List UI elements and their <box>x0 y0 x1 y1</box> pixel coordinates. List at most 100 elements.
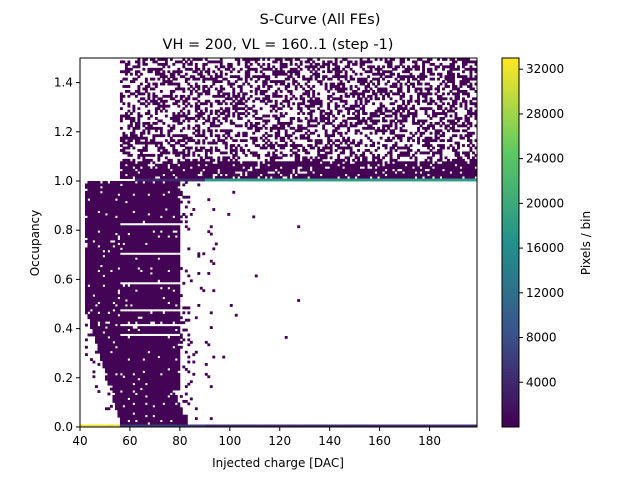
transition-cell <box>99 220 103 224</box>
noise-cell <box>464 163 468 167</box>
noise-cell <box>172 119 176 123</box>
noise-cell <box>212 163 216 167</box>
noise-cell <box>227 166 231 170</box>
transition-cell <box>119 289 123 293</box>
noise-cell <box>464 67 468 71</box>
transition-cell <box>124 387 128 391</box>
transition-cell <box>134 306 138 310</box>
transition-cell <box>129 313 133 317</box>
noise-cell <box>332 166 336 170</box>
noise-cell <box>209 129 213 133</box>
noise-cell <box>184 117 188 120</box>
noise-cell <box>227 163 231 167</box>
noise-cell <box>397 72 400 76</box>
transition-cell <box>117 279 121 283</box>
transition-cell <box>124 407 128 411</box>
noise-cell <box>314 75 318 79</box>
noise-cell <box>304 131 308 135</box>
transition-cell <box>114 306 118 310</box>
transition-cell <box>87 230 91 234</box>
transition-cell <box>107 244 111 248</box>
noise-cell <box>314 99 318 103</box>
transition-cell <box>117 323 121 327</box>
noise-cell <box>274 99 278 103</box>
transition-cell <box>127 402 131 406</box>
noise-cell <box>444 156 448 160</box>
noise-cell <box>314 158 318 162</box>
noise-cell <box>297 153 301 157</box>
noise-cell <box>374 173 378 177</box>
noise-cell <box>137 153 141 157</box>
noise-cell <box>267 176 271 179</box>
noise-cell <box>454 171 458 175</box>
noise-cell <box>232 153 236 157</box>
transition-cell <box>117 333 121 337</box>
transition-cell <box>119 276 123 280</box>
transition-cell <box>104 331 108 334</box>
noise-cell <box>229 102 233 106</box>
noise-cell <box>382 176 386 179</box>
noise-cell <box>417 80 420 83</box>
noise-cell <box>239 89 243 93</box>
noise-cell <box>449 72 453 76</box>
noise-cell <box>194 114 198 118</box>
transition-cell <box>127 274 131 278</box>
transition-cell <box>129 360 133 364</box>
noise-cell <box>469 176 473 179</box>
noise-cell <box>147 168 151 172</box>
transition-cell <box>84 257 88 261</box>
noise-cell <box>222 99 226 103</box>
transition-cell <box>84 304 88 307</box>
noise-cell <box>357 121 361 125</box>
transition-cell <box>92 205 96 209</box>
transition-cell <box>119 348 123 352</box>
noise-cell <box>327 97 331 101</box>
noise-cell <box>302 136 306 140</box>
noise-cell <box>184 72 188 76</box>
noise-cell <box>222 92 226 96</box>
noise-cell <box>262 82 266 86</box>
noise-cell <box>442 67 445 71</box>
transition-cell <box>102 296 106 300</box>
transition-cell <box>107 392 111 396</box>
transition-cell <box>122 267 126 270</box>
noise-cell <box>412 161 415 165</box>
noise-cell <box>312 72 316 76</box>
transition-cell <box>119 212 123 216</box>
noise-cell <box>259 65 263 69</box>
transition-cell <box>94 340 98 344</box>
transition-cell <box>109 281 113 285</box>
transition-cell <box>102 247 106 251</box>
noise-cell <box>137 89 141 93</box>
transition-cell <box>92 220 96 224</box>
transition-cell <box>112 304 116 307</box>
noise-cell <box>472 156 475 160</box>
noise-cell <box>379 129 383 133</box>
transition-cell <box>97 345 101 349</box>
transition-cell <box>119 399 123 403</box>
noise-cell <box>352 94 356 98</box>
noise-cell <box>174 168 178 172</box>
noise-cell <box>262 139 266 143</box>
transition-cell <box>114 301 118 305</box>
transition-cell <box>117 414 121 418</box>
noise-cell <box>234 173 238 177</box>
transition-cell <box>109 289 113 293</box>
transition-cell <box>114 193 118 197</box>
transition-cell <box>107 279 111 283</box>
noise-cell <box>474 89 478 93</box>
noise-cell <box>224 146 228 150</box>
noise-cell <box>469 72 473 76</box>
transition-cell <box>87 304 91 307</box>
noise-cell <box>279 72 283 76</box>
noise-cell <box>307 158 311 162</box>
noise-cell <box>424 99 428 103</box>
transition-cell <box>107 372 111 376</box>
noise-cell <box>229 136 233 140</box>
noise-cell <box>304 126 308 130</box>
noise-cell <box>307 112 311 115</box>
noise-cell <box>322 126 326 130</box>
transition-cell <box>87 254 91 258</box>
transition-cell <box>97 262 101 266</box>
noise-cell <box>212 166 216 170</box>
